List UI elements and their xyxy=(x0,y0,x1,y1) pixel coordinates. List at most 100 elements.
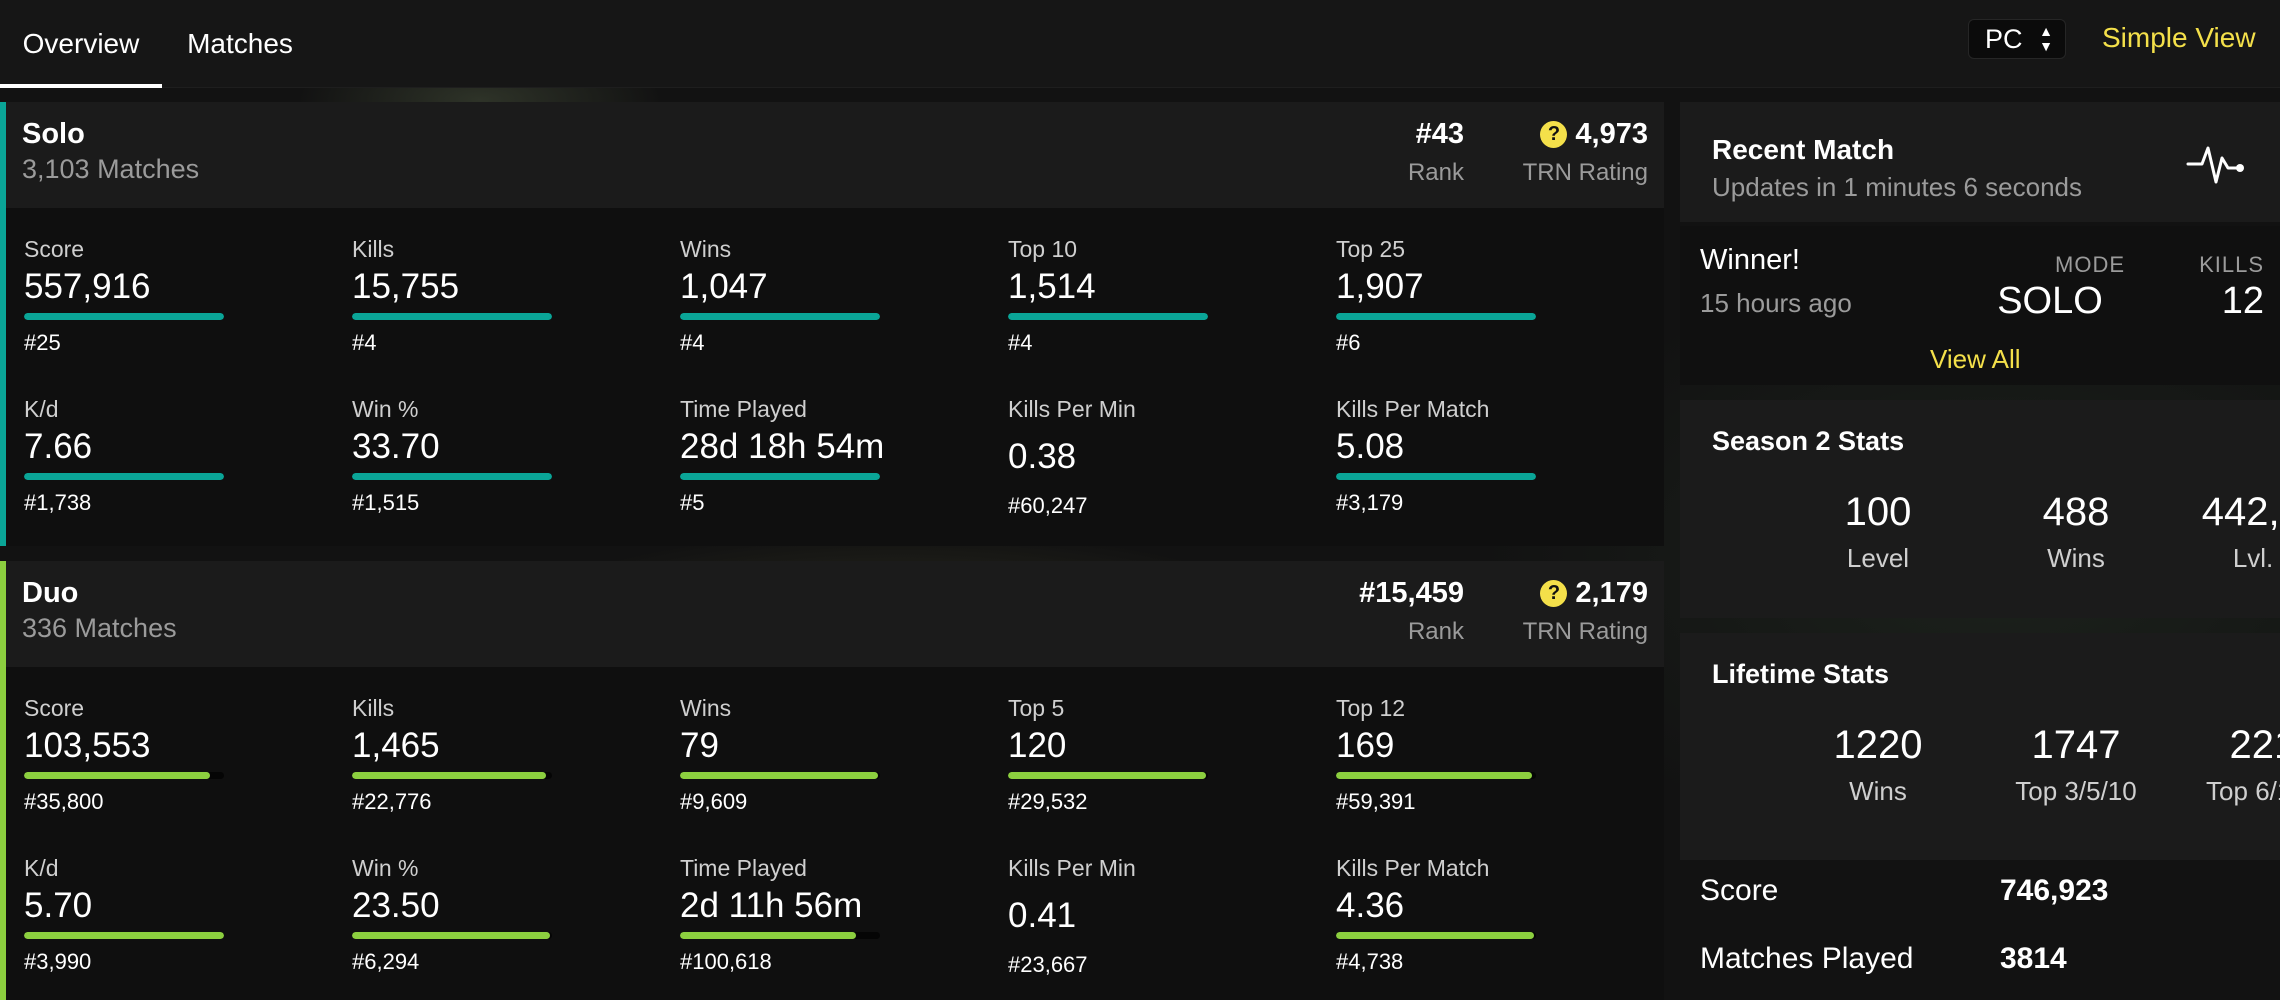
stat-label: Wins xyxy=(680,695,732,721)
stat-progress-bar xyxy=(1336,772,1536,779)
stat-rank: #23,667 xyxy=(1008,952,1088,977)
season-stat-wins: 488 Wins xyxy=(1976,490,2176,574)
duo-match-count: 336 Matches xyxy=(22,613,177,643)
duo-trn: ? 2,179 TRN Rating xyxy=(1523,577,1648,646)
lifetime-row-label: Score xyxy=(1700,874,1779,907)
lifetime-stat-label: Top 6/12/25 xyxy=(2206,776,2280,806)
stat-progress-fill xyxy=(1336,772,1532,779)
stat-value: 557,916 xyxy=(24,267,151,306)
stat-progress-fill xyxy=(352,313,552,320)
duo-stat-kills-per-match: Kills Per Match 4.36 #4,738 xyxy=(1336,855,1636,975)
lifetime-stat-top6: 2216 Top 6/12/25 xyxy=(2174,723,2280,807)
solo-header: Solo 3,103 Matches #43 Rank ? 4,973 TRN R… xyxy=(6,102,1664,208)
lifetime-stats-title: Lifetime Stats xyxy=(1712,659,1890,689)
stat-progress-bar xyxy=(1336,473,1536,480)
solo-stat-top-25: Top 25 1,907 #6 xyxy=(1336,236,1636,356)
stat-progress-bar xyxy=(24,313,224,320)
stat-progress-fill xyxy=(1008,772,1206,779)
stat-progress-fill xyxy=(24,932,224,939)
duo-stat-top-12: Top 12 169 #59,391 xyxy=(1336,695,1636,815)
stat-rank: #3,179 xyxy=(1336,490,1404,515)
match-mode-label: MODE xyxy=(2055,252,2125,277)
stat-rank: #9,609 xyxy=(680,789,748,814)
platform-value: PC xyxy=(1985,24,2023,54)
stat-progress-fill xyxy=(352,473,552,480)
stat-rank: #29,532 xyxy=(1008,789,1088,814)
stat-value: 2d 11h 56m xyxy=(680,886,863,925)
stat-progress-fill xyxy=(1336,473,1536,480)
stat-label: Score xyxy=(24,236,85,262)
stat-rank: #1,738 xyxy=(24,490,92,515)
stat-label: K/d xyxy=(24,855,59,881)
duo-card: Duo 336 Matches #15,459 Rank ? 2,179 TRN … xyxy=(0,561,1664,1000)
stat-label: Kills Per Match xyxy=(1336,396,1490,422)
solo-stat-kills-per-min: Kills Per Min 0.38 #60,247 xyxy=(1008,396,1308,519)
match-time-ago: 15 hours ago xyxy=(1700,288,1852,318)
recent-match-card: Recent Match Updates in 1 minutes 6 seco… xyxy=(1680,102,2280,385)
duo-trn-value: 2,179 xyxy=(1575,577,1648,609)
solo-card: Solo 3,103 Matches #43 Rank ? 4,973 TRN R… xyxy=(0,102,1664,546)
solo-stat-win: Win % 33.70 #1,515 xyxy=(352,396,652,516)
duo-stat-kills-per-min: Kills Per Min 0.41 #23,667 xyxy=(1008,855,1308,978)
help-icon[interactable]: ? xyxy=(1540,580,1568,607)
recent-match-header: Recent Match Updates in 1 minutes 6 seco… xyxy=(1680,102,2280,222)
sort-arrows-icon: ▲ ▼ xyxy=(2039,23,2053,54)
stat-progress-bar xyxy=(24,772,224,779)
stat-rank: #3,990 xyxy=(24,949,92,974)
stat-value: 0.38 xyxy=(1008,437,1077,476)
match-result: Winner! xyxy=(1700,244,1800,276)
season-stat-value: 488 xyxy=(2042,490,2110,534)
stat-label: K/d xyxy=(24,396,59,422)
solo-match-count: 3,103 Matches xyxy=(22,154,200,184)
view-all-link[interactable]: View All xyxy=(1930,344,2021,374)
simple-view-link[interactable]: Simple View xyxy=(2102,22,2256,53)
duo-stat-win: Win % 23.50 #6,294 xyxy=(352,855,652,975)
stat-rank: #6 xyxy=(1336,330,1361,355)
stat-value: 169 xyxy=(1336,726,1395,765)
stat-progress-bar xyxy=(1008,772,1208,779)
stat-label: Kills Per Min xyxy=(1008,855,1136,881)
stat-progress-fill xyxy=(352,932,550,939)
solo-accent-bar xyxy=(0,102,6,546)
lifetime-rows: Score 746,923 Matches Played 3814 xyxy=(1680,860,2280,1000)
tab-overview[interactable]: Overview xyxy=(0,0,162,88)
stat-progress-fill xyxy=(352,772,546,779)
season-stat-xp: 442,690 Lvl. XP xyxy=(2174,490,2280,574)
stat-rank: #100,618 xyxy=(680,949,772,974)
solo-stat-top-10: Top 10 1,514 #4 xyxy=(1008,236,1308,356)
stat-progress-fill xyxy=(680,932,856,939)
help-icon[interactable]: ? xyxy=(1540,121,1568,148)
stat-progress-fill xyxy=(24,772,210,779)
stat-value: 4.36 xyxy=(1336,886,1405,925)
season-stat-label: Level xyxy=(1846,543,1910,573)
stat-progress-bar xyxy=(352,313,552,320)
stat-progress-bar xyxy=(680,313,880,320)
lifetime-stat-value: 2216 xyxy=(2229,723,2280,767)
recent-match-body: Winner! 15 hours ago MODE SOLO KILLS 12 … xyxy=(1680,226,2280,385)
stat-value: 7.66 xyxy=(24,427,93,466)
season-stat-value: 100 xyxy=(1844,490,1912,534)
stat-progress-fill xyxy=(680,473,880,480)
solo-stat-wins: Wins 1,047 #4 xyxy=(680,236,980,356)
tab-matches[interactable]: Matches xyxy=(187,28,293,59)
stat-progress-bar xyxy=(680,772,880,779)
stat-rank: #4,738 xyxy=(1336,949,1404,974)
season-stat-value: 442,690 xyxy=(2201,490,2280,534)
match-mode-value: SOLO xyxy=(1997,280,2103,322)
recent-match-title: Recent Match xyxy=(1712,134,1895,165)
stat-progress-bar xyxy=(1336,313,1536,320)
stat-progress-fill xyxy=(680,772,878,779)
stat-progress-bar xyxy=(1336,932,1536,939)
season-stat-label: Lvl. XP xyxy=(2232,543,2280,573)
stat-rank: #4 xyxy=(1008,330,1033,355)
stat-rank: #59,391 xyxy=(1336,789,1416,814)
platform-select[interactable]: PC ▲ ▼ xyxy=(1968,19,2066,59)
lifetime-stat-top3: 1747 Top 3/5/10 xyxy=(1976,723,2176,807)
stat-label: Top 5 xyxy=(1008,695,1065,721)
season-stats-title: Season 2 Stats xyxy=(1712,426,1905,456)
solo-stat-kills-per-match: Kills Per Match 5.08 #3,179 xyxy=(1336,396,1636,516)
stat-value: 0.41 xyxy=(1008,896,1077,935)
lifetime-stat-label: Wins xyxy=(1849,776,1907,806)
stat-rank: #4 xyxy=(680,330,705,355)
stat-value: 5.70 xyxy=(24,886,93,925)
